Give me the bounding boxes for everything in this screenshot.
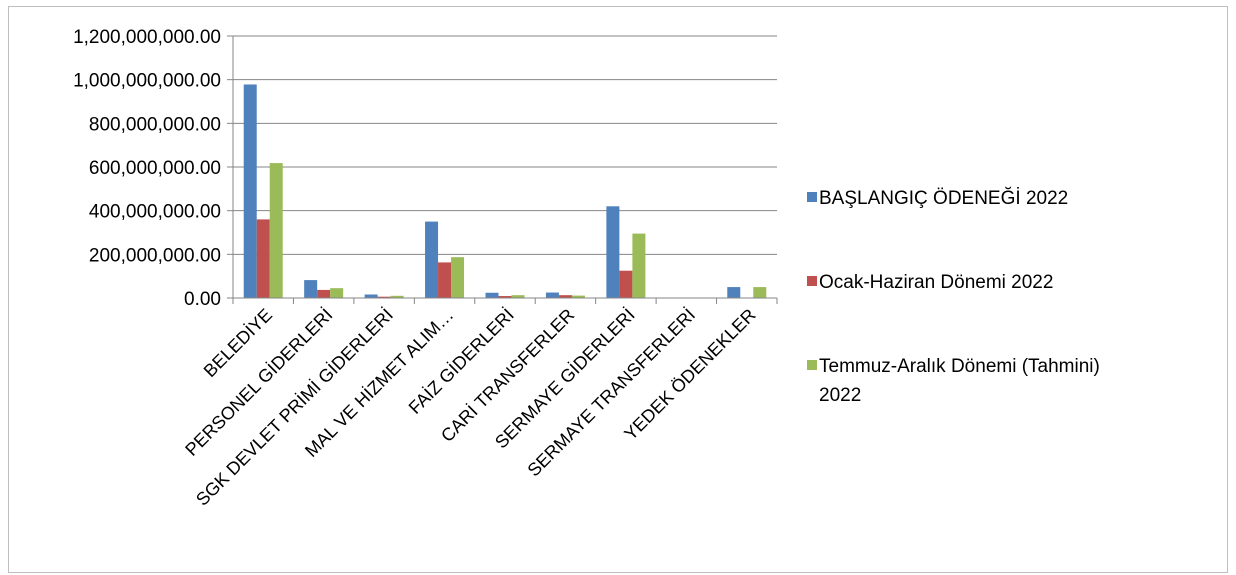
bar <box>511 295 525 298</box>
bar <box>606 206 620 298</box>
y-tick-label: 1,000,000,000.00 <box>73 71 221 92</box>
bar <box>390 295 404 298</box>
bar <box>451 257 465 298</box>
bar <box>377 296 391 298</box>
y-tick-label: 0.00 <box>184 289 221 310</box>
bar <box>753 287 767 298</box>
legend-label: Ocak-Haziran Dönemi 2022 <box>819 272 1053 293</box>
legend-label: Temmuz-Aralık Dönemi (Tahmini) <box>819 356 1100 377</box>
gridlines <box>227 35 777 299</box>
y-tick-label: 400,000,000.00 <box>89 202 221 223</box>
y-tick-label: 600,000,000.00 <box>89 158 221 179</box>
legend-swatch <box>807 360 817 370</box>
bar <box>317 289 331 298</box>
bar <box>269 163 283 298</box>
bar <box>256 219 270 298</box>
y-tick-label: 800,000,000.00 <box>89 114 221 135</box>
category-label: FAİZ GİDERLERİ <box>405 305 518 418</box>
bar <box>558 295 572 298</box>
bar <box>438 262 452 298</box>
axes <box>232 36 778 304</box>
bar <box>571 295 585 298</box>
bar <box>498 296 512 298</box>
legend-label: 2022 <box>819 385 861 406</box>
bar <box>545 292 559 298</box>
y-tick-label: 1,200,000,000.00 <box>73 27 221 48</box>
bar <box>243 84 257 298</box>
legend-label: BAŞLANGIÇ ÖDENEĞİ 2022 <box>819 187 1068 209</box>
y-tick-label: 200,000,000.00 <box>89 245 221 266</box>
bars <box>243 84 767 298</box>
bar <box>619 270 633 298</box>
bar <box>330 288 344 298</box>
bar <box>632 233 646 298</box>
bar <box>304 280 318 298</box>
bar <box>425 221 439 298</box>
bar <box>485 292 499 298</box>
bar <box>727 287 741 298</box>
legend-swatch <box>807 276 817 286</box>
legend: BAŞLANGIÇ ÖDENEĞİ 2022 Ocak-Haziran Dönem… <box>807 187 1100 406</box>
y-axis-tick-labels: 0.00 200,000,000.00 400,000,000.00 600,000,… <box>73 27 221 310</box>
legend-swatch <box>807 192 817 202</box>
bar <box>364 294 378 298</box>
